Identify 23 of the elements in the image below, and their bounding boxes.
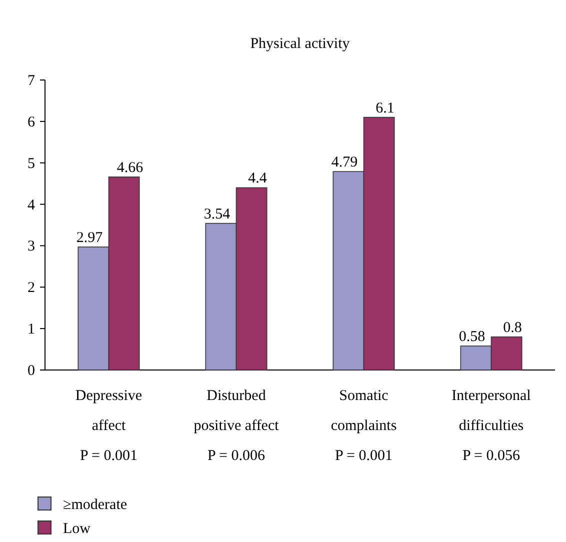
y-tick-label: 2 bbox=[28, 280, 35, 296]
y-tick-label: 0 bbox=[28, 363, 35, 379]
data-label: 4.66 bbox=[116, 160, 144, 176]
data-label: 6.1 bbox=[376, 100, 394, 116]
data-label: 0.58 bbox=[458, 328, 486, 345]
data-label: 4.79 bbox=[331, 154, 358, 171]
chart-title: Physical activity bbox=[250, 36, 350, 52]
y-tick-label: 1 bbox=[28, 322, 35, 338]
x-tick-label: Disturbed positive affect P = 0.006 bbox=[194, 388, 280, 464]
x-tick-label: Somatic complaints P = 0.001 bbox=[330, 388, 397, 464]
x-tick-label: Depressive affect P = 0.001 bbox=[75, 388, 142, 464]
data-label: 4.4 bbox=[248, 170, 268, 187]
y-tick-label: 6 bbox=[28, 114, 36, 130]
y-tick-label: 4 bbox=[28, 197, 36, 214]
y-tick-label: 3 bbox=[28, 238, 35, 255]
data-label: 0.8 bbox=[503, 320, 522, 336]
legend-label: ≥moderate bbox=[63, 497, 128, 513]
y-tick-label: 5 bbox=[28, 156, 35, 172]
x-tick-label: Interpersonal difficulties P = 0.056 bbox=[452, 388, 531, 464]
legend-label: Low bbox=[63, 521, 91, 537]
y-tick-label: 7 bbox=[28, 73, 36, 89]
data-label: 3.54 bbox=[204, 206, 231, 222]
data-label: 2.97 bbox=[76, 230, 104, 246]
